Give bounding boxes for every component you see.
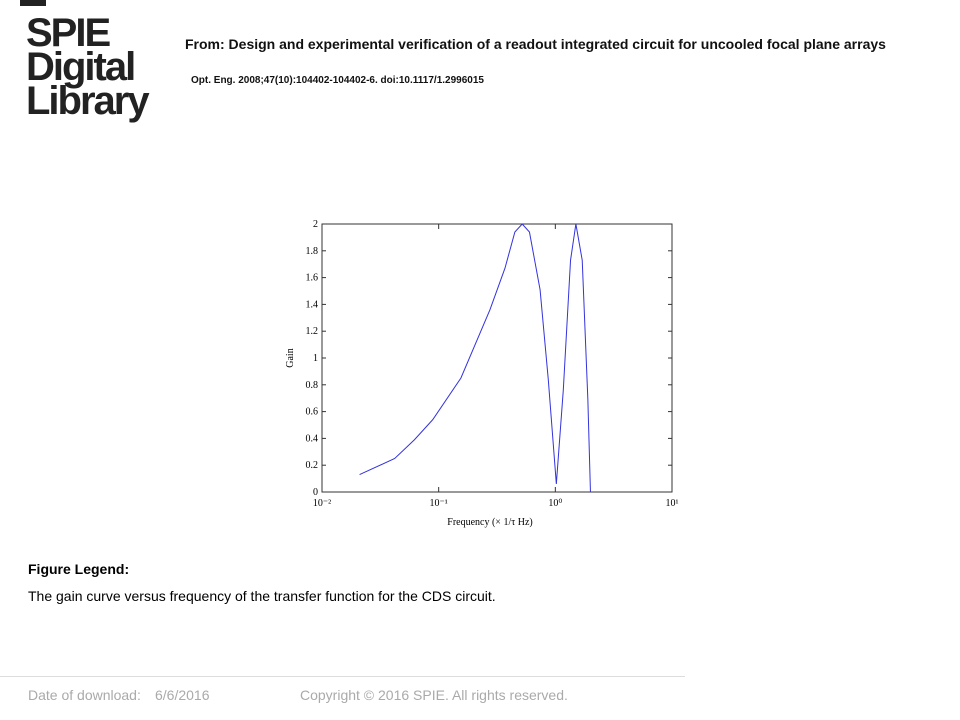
- y-tick-label: 1.2: [306, 326, 319, 337]
- gain-curve: [359, 223, 591, 493]
- y-tick-label: 0: [313, 487, 318, 498]
- date-label: Date of download:: [28, 687, 141, 703]
- y-tick-label: 0.2: [306, 460, 319, 471]
- x-axis-label: Frequency (× 1/τ Hz): [447, 517, 532, 528]
- plot-frame: [321, 223, 673, 493]
- y-tick-label: 2: [313, 219, 318, 230]
- article-title: From: Design and experimental verificati…: [185, 36, 886, 52]
- logo-bar: [20, 0, 46, 6]
- chart: Gain Frequency (× 1/τ Hz) 0 0.2 0.4 0.6 0.8 1…: [285, 219, 679, 528]
- y-tick-label: 0.6: [306, 407, 319, 418]
- y-tick-label: 0.8: [306, 380, 319, 391]
- footer-rule: [0, 676, 685, 677]
- y-tick-label: 1: [313, 353, 318, 364]
- logo-line: SPIE: [26, 11, 111, 55]
- x-tick-label: 10¹: [666, 498, 679, 509]
- logo: SPIE Digital Library: [26, 11, 150, 123]
- logo-line: Digital: [26, 45, 136, 89]
- y-tick-label: 0.4: [306, 433, 319, 444]
- date: 6/6/2016: [155, 687, 210, 703]
- copyright: Copyright © 2016 SPIE. All rights reserv…: [300, 687, 568, 703]
- x-tick-label: 10⁰: [548, 498, 562, 509]
- citation: Opt. Eng. 2008;47(10):104402-104402-6. d…: [191, 75, 484, 86]
- logo-line: Library: [26, 79, 150, 123]
- y-tick-label: 1.4: [306, 299, 319, 310]
- y-tick-label: 1.6: [306, 273, 319, 284]
- x-tick-label: 10⁻²: [313, 498, 331, 509]
- y-tick-label: 1.8: [306, 246, 319, 257]
- y-axis-label: Gain: [285, 348, 296, 367]
- legend-heading: Figure Legend:: [28, 561, 130, 577]
- legend-text: The gain curve versus frequency of the t…: [28, 588, 496, 604]
- x-tick-label: 10⁻¹: [430, 498, 448, 509]
